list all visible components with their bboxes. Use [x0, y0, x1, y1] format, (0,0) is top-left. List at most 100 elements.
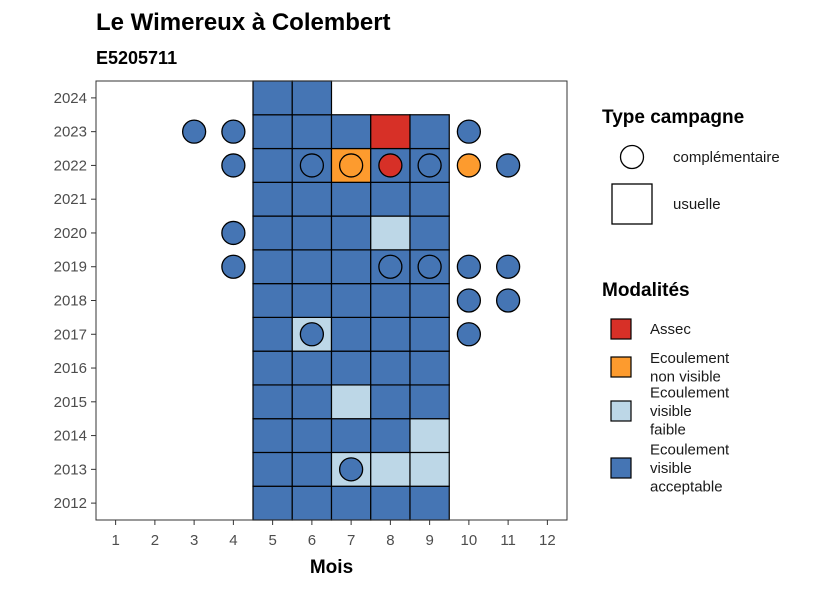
- point-2019-9: [417, 254, 442, 279]
- y-tick-label-2020: 2020: [54, 225, 87, 242]
- x-tick-label-2: 2: [151, 532, 159, 549]
- cell-2017-7: [330, 316, 372, 352]
- cell-2017-5: [252, 316, 293, 352]
- y-tick-label-2024: 2024: [54, 90, 87, 107]
- y-tick-label-2018: 2018: [54, 293, 87, 310]
- legend-label-usuelle: usuelle: [673, 196, 721, 213]
- cell-2016-6: [291, 350, 333, 386]
- cell-2018-8: [370, 283, 411, 318]
- cell-2021-9: [409, 181, 450, 217]
- legend-swatch-acceptable: [610, 457, 632, 479]
- point-2019-4: [221, 254, 246, 279]
- cell-2014-5: [252, 418, 293, 454]
- cell-2012-9: [409, 485, 450, 521]
- cell-2012-7: [330, 485, 372, 521]
- cell-2020-5: [252, 215, 293, 251]
- legend-modalites-title: Modalités: [602, 280, 690, 301]
- legend-type-campagne-title: Type campagne: [602, 107, 744, 128]
- cell-2018-6: [291, 283, 333, 318]
- y-tick-label-2021: 2021: [54, 191, 87, 208]
- x-tick-label-12: 12: [539, 532, 556, 549]
- cell-2016-7: [330, 350, 372, 386]
- point-2017-10: [456, 322, 482, 347]
- y-tick-label-2014: 2014: [54, 428, 87, 445]
- cell-2017-8: [370, 316, 411, 352]
- legend-label-acceptable: Ecoulement visible acceptable: [650, 442, 730, 496]
- cell-2018-7: [330, 283, 372, 318]
- cell-2015-6: [291, 384, 333, 420]
- cell-2020-6: [291, 215, 333, 251]
- cell-2013-8: [370, 451, 411, 487]
- x-tick-label-9: 9: [425, 532, 433, 549]
- point-2022-8: [378, 153, 403, 178]
- y-tick-label-2013: 2013: [54, 461, 87, 478]
- cell-2021-7: [330, 181, 372, 217]
- x-tick-label-3: 3: [190, 532, 198, 549]
- point-2023-10: [456, 119, 482, 144]
- cell-2020-7: [330, 215, 372, 251]
- x-axis: 1 2 3 4 5 6 7 8 9 10 11 12: [111, 520, 556, 549]
- cell-2013-5: [252, 451, 293, 487]
- complementaire-points: [181, 119, 521, 482]
- y-tick-label-2019: 2019: [54, 259, 87, 276]
- cell-2015-7: [330, 384, 372, 420]
- cell-2015-9: [409, 384, 450, 420]
- cell-2024-5: [252, 80, 293, 116]
- cell-2021-6: [291, 181, 333, 217]
- cell-2024-6: [291, 80, 333, 116]
- cell-2016-9: [409, 350, 450, 386]
- point-2017-6: [299, 322, 325, 347]
- cell-2023-6: [291, 114, 333, 150]
- cell-2017-9: [409, 316, 450, 352]
- point-2018-10: [456, 288, 482, 313]
- cell-2021-5: [252, 181, 293, 217]
- x-tick-label-5: 5: [268, 532, 276, 549]
- legend-key-complementaire: [619, 144, 645, 170]
- y-tick-label-2015: 2015: [54, 394, 87, 411]
- cell-2013-6: [291, 451, 333, 487]
- chart-subtitle: E5205711: [96, 48, 177, 68]
- cell-2015-8: [370, 384, 411, 420]
- cell-2012-6: [291, 485, 333, 521]
- cell-2016-5: [252, 350, 293, 386]
- cell-2014-8: [370, 418, 411, 454]
- legend-label-faible: Ecoulement visible faible: [650, 385, 730, 439]
- chart-title: Le Wimereux à Colembert: [96, 9, 391, 36]
- point-2022-4: [221, 153, 246, 178]
- cell-2012-8: [370, 485, 411, 521]
- point-2022-6: [299, 153, 325, 178]
- point-2022-9: [417, 153, 442, 178]
- legend-label-nonvisible: Ecoulement non visible: [650, 350, 730, 386]
- legend-swatch-assec: [610, 318, 632, 340]
- point-2023-3: [181, 119, 207, 144]
- x-axis-title: Mois: [310, 557, 353, 578]
- legend-type-campagne: Type campagne complémentaire usuelle: [602, 107, 780, 225]
- point-2019-10: [456, 254, 482, 279]
- cell-2022-5: [252, 147, 293, 183]
- point-2022-7: [338, 153, 364, 178]
- x-tick-label-4: 4: [229, 532, 237, 549]
- y-tick-label-2016: 2016: [54, 360, 87, 377]
- point-2022-11: [495, 153, 521, 178]
- cell-2020-9: [409, 215, 450, 251]
- y-axis: 2012 2013 2014 2015 2016 2017 2018 2019 2020 2021…: [54, 90, 96, 512]
- point-2018-11: [495, 288, 521, 313]
- y-tick-label-2017: 2017: [54, 326, 87, 343]
- cell-2020-8: [370, 215, 411, 251]
- cell-2019-5: [252, 249, 293, 285]
- cell-2016-8: [370, 350, 411, 386]
- legend-label-assec: Assec: [650, 321, 691, 338]
- cell-2014-6: [291, 418, 333, 454]
- legend-label-complementaire: complémentaire: [673, 149, 780, 166]
- usuelle-cells: [252, 80, 450, 521]
- point-2020-4: [221, 220, 246, 246]
- cell-2023-8: [370, 114, 411, 150]
- cell-2018-5: [252, 283, 293, 318]
- x-tick-label-10: 10: [461, 532, 478, 549]
- cell-2013-9: [409, 451, 450, 487]
- cell-2012-5: [252, 485, 293, 521]
- x-tick-label-8: 8: [386, 532, 394, 549]
- point-2019-8: [378, 254, 403, 279]
